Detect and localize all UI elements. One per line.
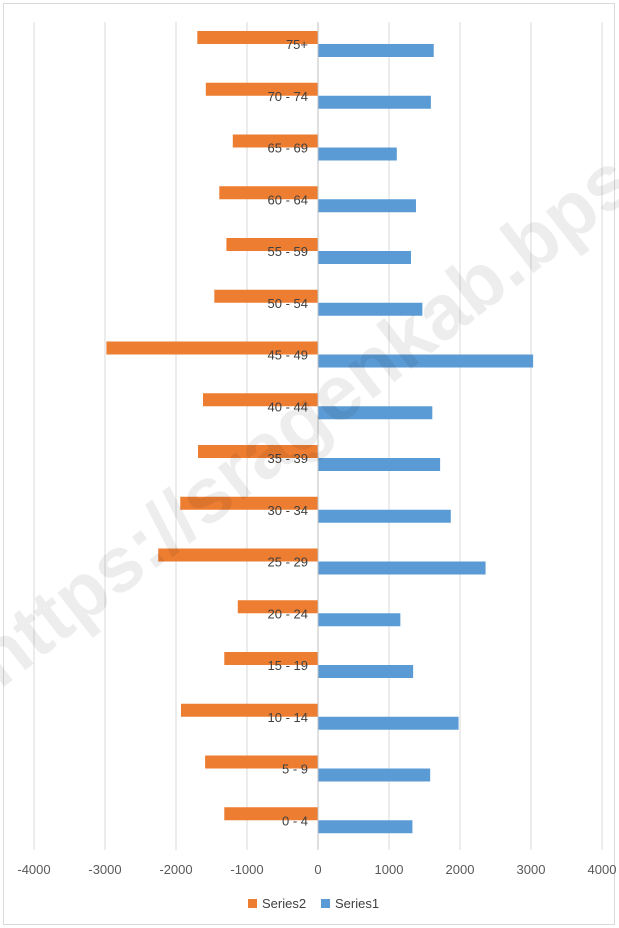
bar-series2-60-64 [219,186,318,200]
bar-series1-70-74 [318,95,431,109]
bar-series1-0-4 [318,820,413,834]
x-tick-label: 1000 [375,862,404,877]
x-tick-label: -3000 [88,862,121,877]
gridlines [33,22,603,850]
bar-series2-55-59 [226,238,318,251]
bar-series2-45-49 [106,341,318,355]
category-label: 0 - 4 [282,813,308,828]
category-label: 75+ [286,37,308,52]
category-label: 35 - 39 [268,451,308,466]
bar-series1-15-19 [318,665,414,678]
bar-series1-35-39 [318,458,441,471]
bar-series1-30-34 [318,509,451,523]
bar-series1-65-69 [318,147,397,161]
bar-series1-75+ [318,44,434,57]
bar-series2-70-74 [205,82,318,96]
x-tick-label: 3000 [517,862,546,877]
legend: Series2 Series1 [248,896,379,911]
x-tick-label: 2000 [446,862,475,877]
bar-series2-40-44 [202,393,318,407]
category-labels: 0 - 4 5 - 9 10 - 14 15 - 19 20 - 24 25 - 29 30… [268,37,308,828]
bar-series1-5-9 [318,768,431,782]
category-label: 25 - 29 [268,555,308,570]
category-label: 20 - 24 [268,606,308,621]
category-label: 55 - 59 [268,244,308,259]
category-label: 45 - 49 [268,348,308,363]
x-tick-label: -4000 [17,862,50,877]
category-label: 70 - 74 [268,89,308,104]
category-label: 5 - 9 [282,762,308,777]
legend-label-series2: Series2 [262,896,306,911]
x-axis: -4000 -3000 -2000 -1000 0 1000 2000 3000 4000 [17,862,616,877]
x-tick-label: -2000 [159,862,192,877]
bar-series2-5-9 [205,755,318,769]
bar-series1-45-49 [318,354,534,368]
bars [106,22,534,850]
bar-series2-65-69 [232,134,318,148]
legend-swatch-series1 [321,899,330,908]
category-label: 60 - 64 [268,192,308,207]
bar-series2-15-19 [224,652,318,665]
category-label: 10 - 14 [268,710,308,725]
bar-series1-60-64 [318,199,416,213]
category-label: 40 - 44 [268,399,308,414]
bar-series2-25-29 [158,548,318,562]
bar-series1-25-29 [318,561,486,575]
bar-series2-0-4 [224,807,318,821]
x-tick-label: -1000 [230,862,263,877]
bar-series2-20-24 [237,600,318,614]
category-label: 15 - 19 [268,658,308,673]
bar-series2-50-54 [214,289,318,303]
bar-series1-50-54 [318,302,423,316]
bar-series1-55-59 [318,251,412,264]
bar-series2-10-14 [180,703,318,717]
bar-series2-35-39 [198,445,318,458]
category-label: 30 - 34 [268,503,308,518]
bar-series1-20-24 [318,613,401,627]
category-label: 50 - 54 [268,296,308,311]
category-label: 65 - 69 [268,141,308,156]
x-tick-label: 4000 [588,862,617,877]
bar-series2-75+ [197,31,318,44]
bar-series1-10-14 [318,716,459,730]
bar-series1-40-44 [318,406,433,420]
bar-series2-30-34 [180,496,318,510]
legend-swatch-series2 [248,899,257,908]
x-tick-label: 0 [314,862,321,877]
legend-label-series1: Series1 [335,896,379,911]
